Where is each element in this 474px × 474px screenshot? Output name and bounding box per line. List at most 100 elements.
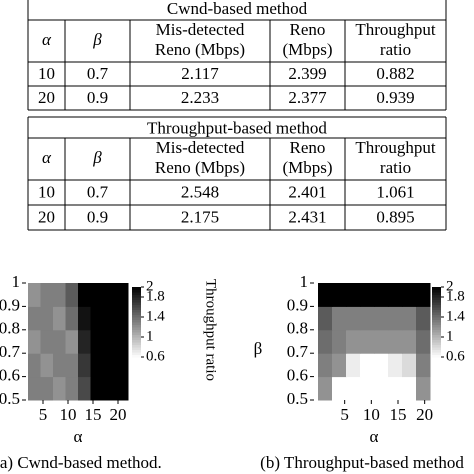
heat-cell [402, 376, 417, 401]
heat-cell [402, 353, 417, 378]
colorbar-step [132, 299, 141, 303]
colorbar-step [132, 302, 141, 305]
heat-cell [90, 353, 104, 378]
heat-cell [40, 329, 54, 354]
heat-cell [402, 329, 417, 354]
colorbar-step [432, 302, 441, 305]
colorbar-step [432, 354, 441, 358]
colorbar-step [432, 329, 441, 333]
x-tick-label: 15 [390, 405, 407, 424]
heat-cell [115, 353, 129, 378]
table-header: Reno (Mbps) [155, 40, 245, 59]
colorbar-step [132, 344, 141, 348]
heat-cell [360, 283, 375, 307]
y-tick-label: 0.9 [0, 295, 20, 314]
table-cell: 0.895 [376, 207, 414, 226]
colorbar-step [432, 314, 441, 318]
table-cell: 1.061 [376, 182, 414, 201]
y-axis-label: β [254, 339, 263, 358]
table-header: ratio [380, 40, 411, 59]
table-header: (Mbps) [282, 40, 332, 59]
colorbar-step [132, 289, 141, 293]
colorbar-step [132, 317, 141, 320]
colorbar-step [432, 289, 441, 293]
table-cell: 2.548 [181, 182, 219, 201]
colorbar-tick-label: 1.4 [146, 308, 165, 324]
table-header: Reno [290, 20, 326, 39]
heat-cell [416, 353, 431, 378]
y-tick-label: 0.6 [287, 366, 308, 385]
colorbar-step [132, 339, 141, 343]
colorbar-tick-label: 1.4 [446, 308, 465, 324]
colorbar-step [132, 334, 141, 338]
colorbar-step [132, 304, 141, 308]
colorbar-step [432, 309, 441, 313]
heat-cell [346, 329, 361, 354]
heat-cell [78, 353, 91, 378]
heat-cell [318, 283, 333, 307]
heat-cell [40, 376, 54, 401]
colorbar-step [432, 342, 441, 345]
heat-cell [65, 283, 79, 307]
heat-cell [332, 353, 347, 378]
heat-cell [103, 283, 116, 307]
heat-cell [90, 306, 104, 331]
heat-cell [65, 329, 79, 354]
colorbar-step [432, 344, 441, 348]
colorbar-step [432, 327, 441, 330]
table-header: Mis-detected [156, 20, 245, 39]
colorbar-tick-label: 1.8 [146, 288, 165, 304]
colorbar-step [432, 349, 441, 353]
heat-cell [28, 329, 41, 354]
table-cell: 0.882 [376, 64, 414, 83]
colorbar-step [132, 354, 141, 358]
table-cell: 0.7 [87, 182, 109, 201]
table-cell: 0.9 [87, 88, 108, 107]
heat-cell [28, 353, 41, 378]
table-header: Reno [290, 138, 326, 157]
y-tick-label: 0.9 [287, 295, 308, 314]
colorbar-step [432, 307, 441, 310]
y-tick-label: 1 [300, 272, 309, 291]
colorbar-step [132, 294, 141, 298]
heat-cell [416, 283, 431, 307]
heat-cell [318, 306, 333, 331]
table-header: Throughput [355, 20, 436, 39]
heat-cell [332, 329, 347, 354]
colorbar-step [132, 292, 141, 295]
colorbar-tick-label: 0.6 [446, 348, 465, 364]
colorbar-step [132, 307, 141, 310]
heat-cell [53, 283, 66, 307]
colorbar-tick-label: 2 [446, 278, 454, 294]
colorbar-step [132, 349, 141, 353]
heat-cell [53, 329, 66, 354]
heat-cell [388, 283, 403, 307]
colorbar-step [132, 322, 141, 325]
figure-caption: (a) Cwnd-based method. [0, 453, 162, 472]
y-tick-label: 0.7 [287, 342, 309, 361]
y-tick-label: 0.8 [0, 319, 20, 338]
heat-cell [388, 376, 403, 401]
heat-cell [360, 329, 375, 354]
heat-cell [115, 283, 129, 307]
heat-cell [374, 353, 389, 378]
colorbar-step [132, 337, 141, 340]
heat-cell [360, 306, 375, 331]
table-title: Throughput-based method [147, 118, 327, 137]
y-tick-label: 0.5 [287, 389, 308, 408]
heat-cell [65, 306, 79, 331]
colorbar-step [132, 312, 141, 315]
colorbar-step [132, 352, 141, 355]
table-title: Cwnd-based method [167, 0, 308, 18]
y-tick-label: 0.5 [0, 389, 20, 408]
colorbar-step [432, 334, 441, 338]
heat-cell [388, 306, 403, 331]
heat-cell [416, 329, 431, 354]
colorbar-step [132, 332, 141, 335]
y-tick-label: 0.7 [0, 342, 21, 361]
heat-cell [40, 306, 54, 331]
heat-cell [28, 376, 41, 401]
colorbar-step [432, 312, 441, 315]
colorbar-step [432, 319, 441, 323]
